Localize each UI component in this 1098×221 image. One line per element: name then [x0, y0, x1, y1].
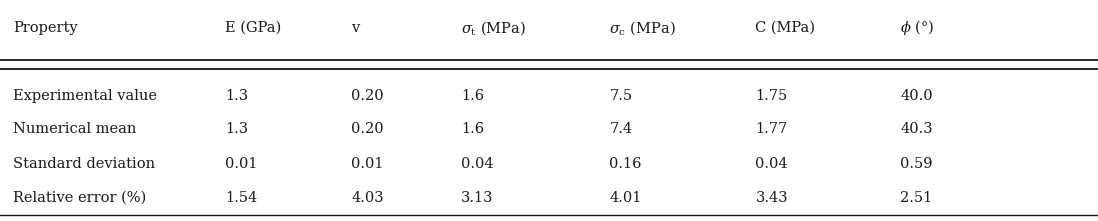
Text: 40.3: 40.3 — [900, 122, 933, 136]
Text: $\phi$ (°): $\phi$ (°) — [900, 18, 934, 37]
Text: 1.77: 1.77 — [755, 122, 787, 136]
Text: 40.0: 40.0 — [900, 89, 933, 103]
Text: Relative error (%): Relative error (%) — [13, 191, 146, 205]
Text: 0.20: 0.20 — [351, 122, 384, 136]
Text: 3.43: 3.43 — [755, 191, 788, 205]
Text: v: v — [351, 21, 360, 35]
Text: 3.13: 3.13 — [461, 191, 494, 205]
Text: Standard deviation: Standard deviation — [13, 156, 155, 171]
Text: 4.03: 4.03 — [351, 191, 384, 205]
Text: 0.01: 0.01 — [351, 156, 384, 171]
Text: 7.5: 7.5 — [609, 89, 632, 103]
Text: 0.04: 0.04 — [755, 156, 788, 171]
Text: 2.51: 2.51 — [900, 191, 932, 205]
Text: 0.16: 0.16 — [609, 156, 642, 171]
Text: Experimental value: Experimental value — [13, 89, 157, 103]
Text: $\sigma_\mathrm{c}$ (MPa): $\sigma_\mathrm{c}$ (MPa) — [609, 19, 676, 36]
Text: 1.54: 1.54 — [225, 191, 257, 205]
Text: 1.3: 1.3 — [225, 122, 248, 136]
Text: 1.75: 1.75 — [755, 89, 787, 103]
Text: 0.59: 0.59 — [900, 156, 933, 171]
Text: 4.01: 4.01 — [609, 191, 641, 205]
Text: Numerical mean: Numerical mean — [13, 122, 136, 136]
Text: 1.6: 1.6 — [461, 89, 484, 103]
Text: 7.4: 7.4 — [609, 122, 632, 136]
Text: 0.20: 0.20 — [351, 89, 384, 103]
Text: 1.3: 1.3 — [225, 89, 248, 103]
Text: E (GPa): E (GPa) — [225, 21, 281, 35]
Text: $\sigma_\mathrm{t}$ (MPa): $\sigma_\mathrm{t}$ (MPa) — [461, 19, 526, 36]
Text: Property: Property — [13, 21, 78, 35]
Text: 1.6: 1.6 — [461, 122, 484, 136]
Text: C (MPa): C (MPa) — [755, 21, 816, 35]
Text: 0.04: 0.04 — [461, 156, 494, 171]
Text: 0.01: 0.01 — [225, 156, 258, 171]
